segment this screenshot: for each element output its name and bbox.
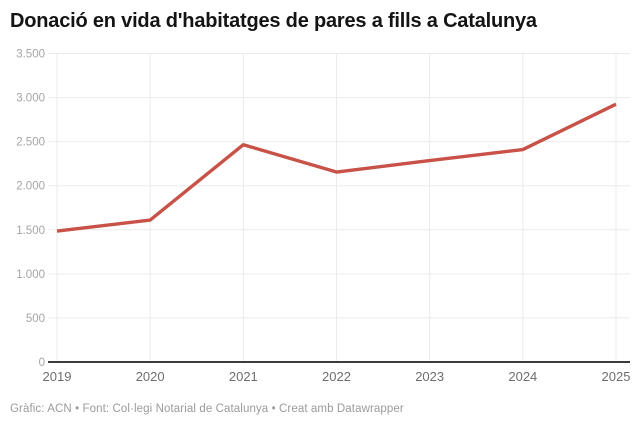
- x-axis-tick-label: 2022: [322, 369, 351, 384]
- y-axis-tick-label: 1.500: [16, 225, 45, 237]
- y-axis-tick-label: 0: [39, 357, 45, 369]
- x-axis-tick-label: 2020: [136, 369, 165, 384]
- chart-footer: Gràfic: ACN • Font: Col·legi Notarial de…: [10, 403, 404, 415]
- x-axis-tick-label: 2019: [43, 369, 72, 384]
- y-axis-tick-label: 3.000: [16, 93, 45, 105]
- y-axis-tick-label: 3.500: [16, 49, 45, 61]
- chart-title: Donació en vida d'habitatges de pares a …: [10, 10, 537, 32]
- series-line: [56, 102, 617, 233]
- y-axis-tick-label: 2.000: [16, 181, 45, 193]
- x-axis-tick-label: 2024: [508, 369, 537, 384]
- y-axis-tick-label: 1.000: [16, 269, 45, 281]
- y-axis-tick-label: 2.500: [16, 137, 45, 149]
- y-axis-tick-label: 500: [26, 313, 45, 325]
- x-axis-tick-label: 2025: [602, 369, 631, 384]
- x-axis-tick-label: 2023: [415, 369, 444, 384]
- x-axis-tick-label: 2021: [229, 369, 258, 384]
